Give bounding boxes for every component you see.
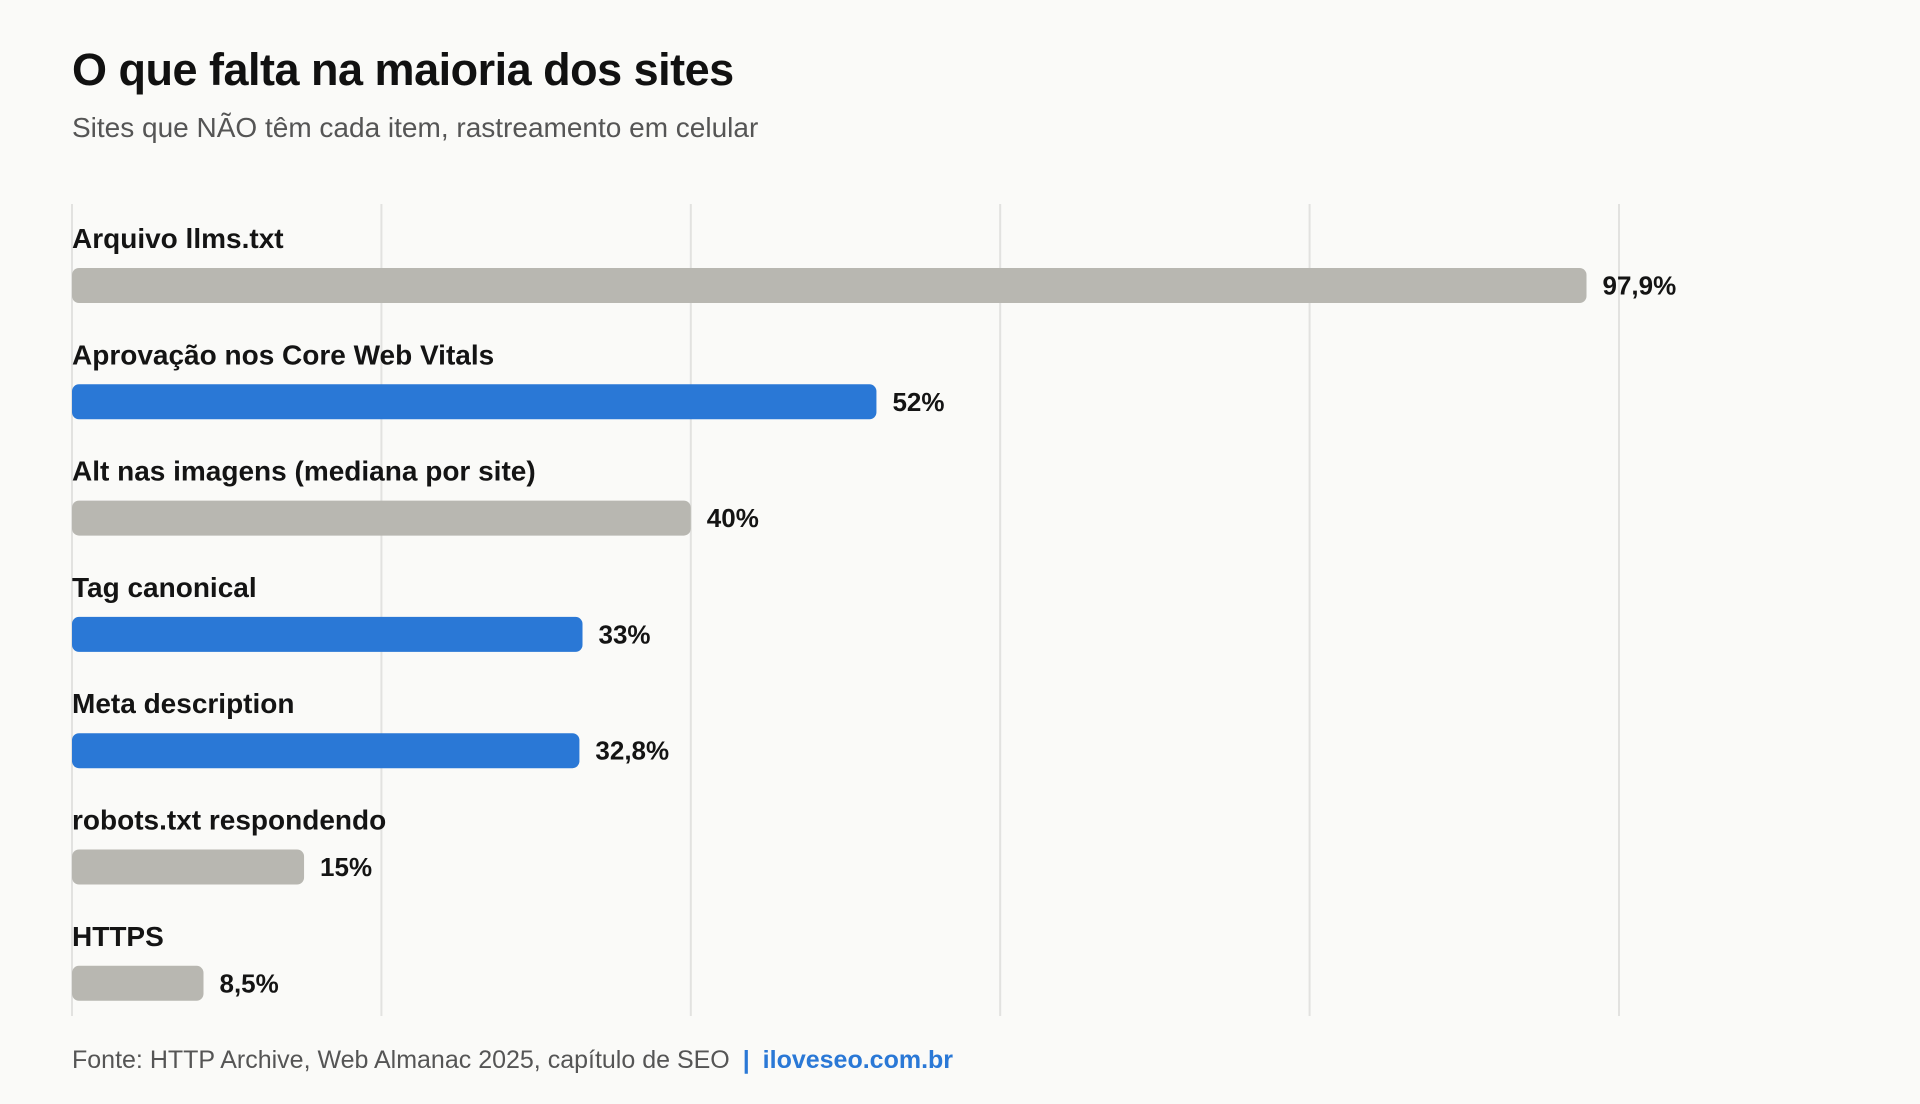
bar [72,268,1587,303]
value-label: 97,9% [1603,271,1677,301]
bar [72,500,691,536]
bar [72,616,583,652]
bar [72,965,204,1001]
category-label: robots.txt respondendo [72,805,386,836]
footer: Fonte: HTTP Archive, Web Almanac 2025, c… [72,1046,953,1075]
category-label: Arquivo llms.txt [72,223,284,254]
value-label: 33% [599,619,651,649]
bar-chart: Arquivo llms.txt 97,9% Aprovação nos Core … [71,204,1676,1016]
category-label: Alt nas imagens (mediana por site) [72,456,536,487]
value-label: 32,8% [595,736,669,766]
category-label: Meta description [72,688,294,719]
bar [72,733,580,769]
bar [72,849,305,885]
brand-link[interactable]: iloveseo.com.br [762,1046,954,1074]
value-label: 40% [707,503,759,533]
bar [72,384,877,420]
category-label: Tag canonical [72,572,257,603]
value-label: 52% [892,387,944,417]
footer-separator: | [742,1046,750,1074]
value-label: 8,5% [219,968,278,998]
chart-title: O que falta na maioria dos sites [72,44,734,95]
gridlines [71,204,1620,1016]
source-text: Fonte: HTTP Archive, Web Almanac 2025, c… [72,1046,730,1074]
bars-group: Arquivo llms.txt 97,9% Aprovação nos Core … [72,223,1676,1001]
value-label: 15% [320,852,372,882]
category-label: Aprovação nos Core Web Vitals [72,339,494,370]
chart-subtitle: Sites que NÃO têm cada item, rastreament… [72,112,759,143]
category-label: HTTPS [72,921,164,952]
